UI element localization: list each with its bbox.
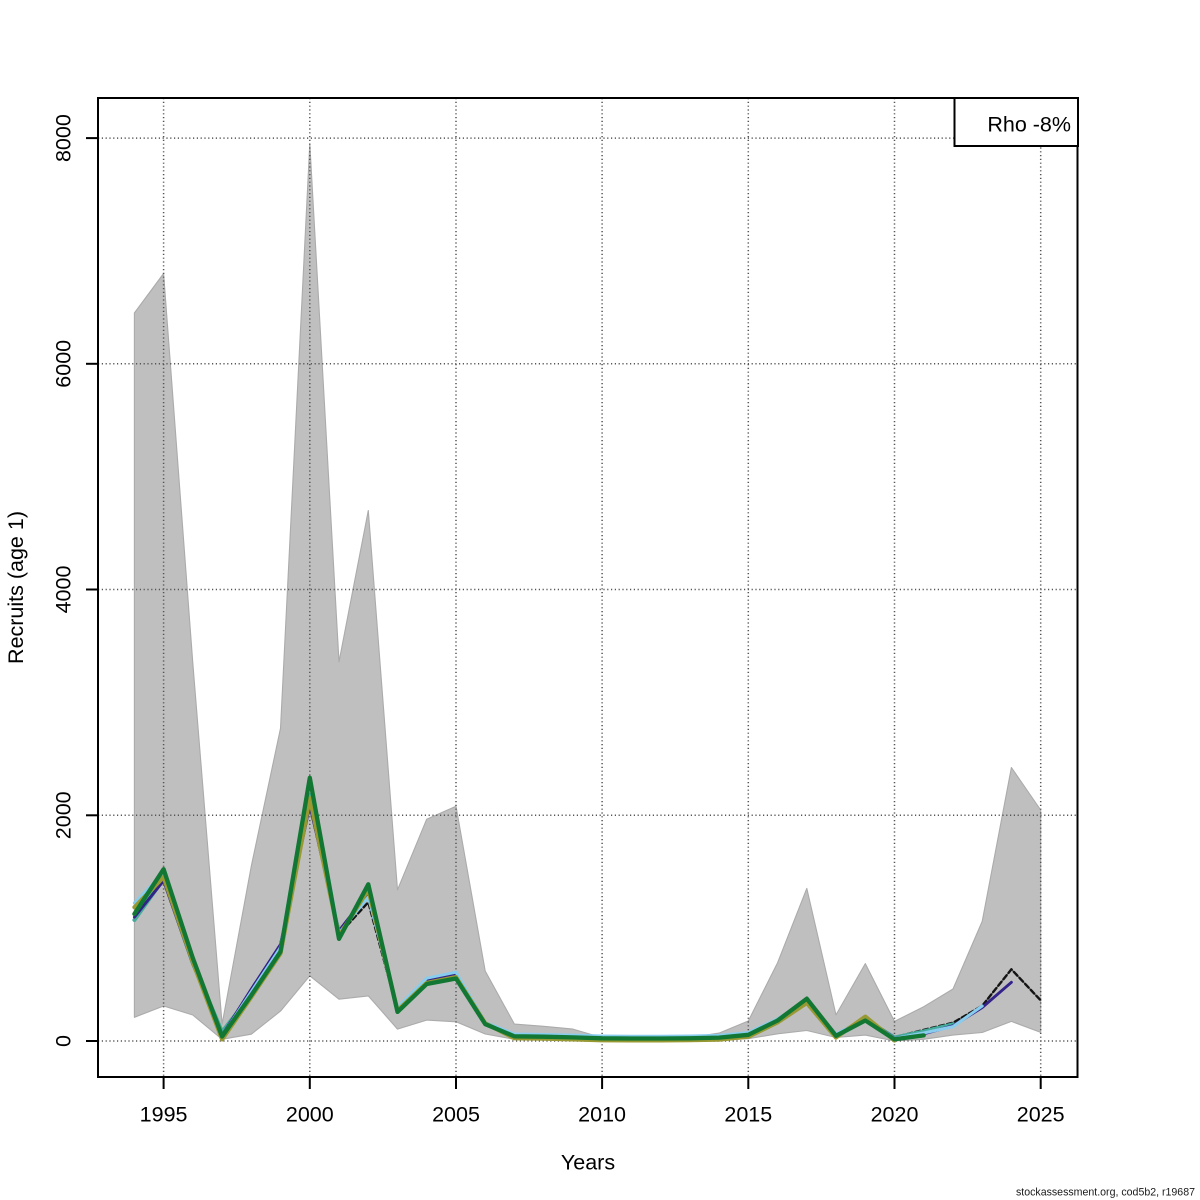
svg-text:2025: 2025 xyxy=(1017,1103,1065,1127)
svg-text:2000: 2000 xyxy=(52,791,76,839)
svg-text:Rho -8%: Rho -8% xyxy=(987,113,1071,137)
svg-text:2005: 2005 xyxy=(432,1103,480,1127)
svg-text:8000: 8000 xyxy=(52,114,76,162)
svg-text:4000: 4000 xyxy=(52,566,76,614)
svg-text:Years: Years xyxy=(561,1151,615,1175)
svg-text:0: 0 xyxy=(52,1035,76,1047)
svg-text:1995: 1995 xyxy=(140,1103,188,1127)
svg-text:stockassessment.org, cod5b2, r: stockassessment.org, cod5b2, r19687 xyxy=(1016,1187,1195,1199)
svg-text:2020: 2020 xyxy=(871,1103,919,1127)
svg-text:2010: 2010 xyxy=(578,1103,626,1127)
svg-text:Recruits (age 1): Recruits (age 1) xyxy=(4,511,28,664)
svg-text:2000: 2000 xyxy=(286,1103,334,1127)
svg-text:2015: 2015 xyxy=(724,1103,772,1127)
svg-text:6000: 6000 xyxy=(52,340,76,388)
